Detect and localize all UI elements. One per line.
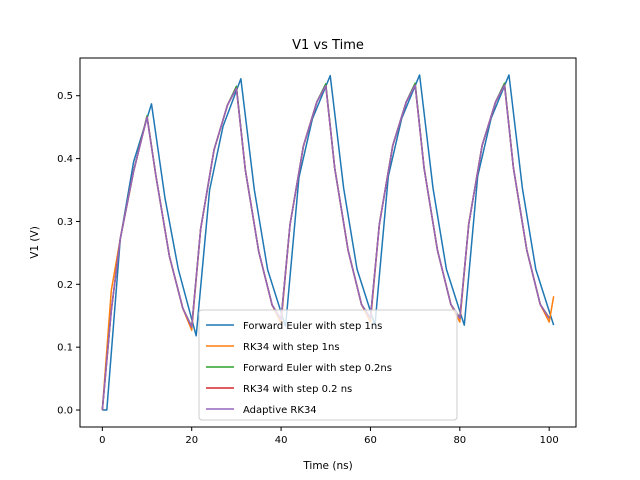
series-line-5 xyxy=(101,84,550,411)
legend-box xyxy=(198,309,458,421)
x-tick-label: 20 xyxy=(185,435,198,446)
legend-label-3: Forward Euler with step 0.2ns xyxy=(243,363,392,374)
legend-label-2: RK34 with step 1ns xyxy=(243,342,340,353)
x-tick-label: 0 xyxy=(99,435,105,446)
y-tick-label: 0.1 xyxy=(57,343,73,354)
legend-label-1: Forward Euler with step 1ns xyxy=(243,321,382,332)
series-line-1 xyxy=(102,74,555,411)
y-tick-label: 0.5 xyxy=(57,91,73,102)
y-tick-label: 0.4 xyxy=(57,154,73,165)
y-axis-label: V1 (V) xyxy=(29,226,41,259)
x-tick-label: 80 xyxy=(453,435,466,446)
legend-label-5: Adaptive RK34 xyxy=(243,405,317,416)
plot-frame xyxy=(79,57,577,428)
x-axis-label: Time (ns) xyxy=(302,460,352,472)
legend-label-4: RK34 with step 0.2 ns xyxy=(243,384,352,395)
y-tick-label: 0.3 xyxy=(57,217,73,228)
x-tick-label: 100 xyxy=(540,435,559,446)
legend: Forward Euler with step 1ns RK34 with ste… xyxy=(198,309,458,421)
x-tick-label: 40 xyxy=(275,435,288,446)
y-axis: 0.0 0.1 0.2 0.3 0.4 0.5 xyxy=(57,91,80,417)
chart-title: V1 vs Time xyxy=(292,38,364,53)
x-tick-label: 60 xyxy=(364,435,377,446)
x-axis: 0 20 40 60 80 100 xyxy=(99,427,559,446)
series-layer xyxy=(101,74,555,411)
y-tick-label: 0.0 xyxy=(57,406,73,417)
y-tick-label: 0.2 xyxy=(57,280,73,291)
